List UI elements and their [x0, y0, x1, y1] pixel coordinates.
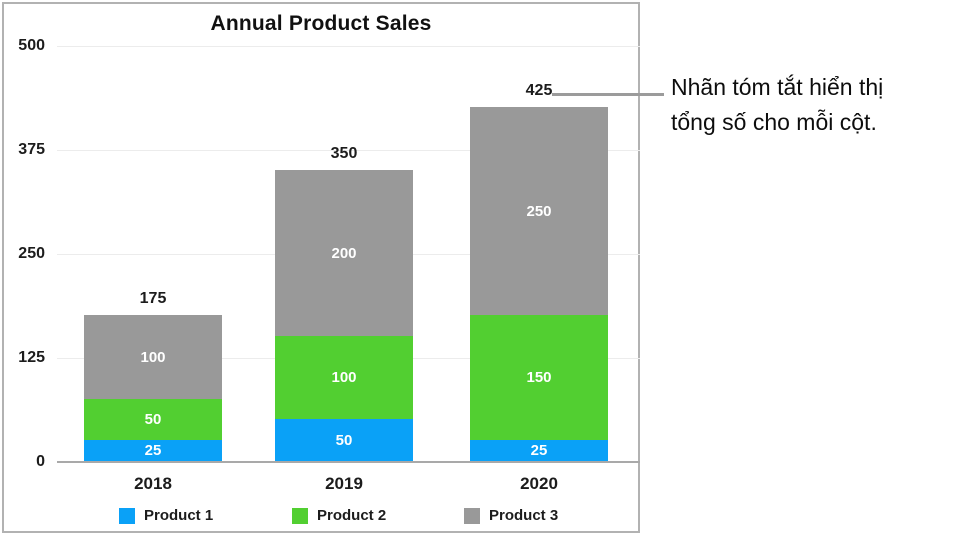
chart-panel: Annual Product Sales 0 125 250 375 500 25 50 1… [2, 2, 640, 533]
legend-label: Product 3 [489, 507, 559, 524]
y-tick-label-0: 0 [36, 453, 45, 470]
bar-segment-2019-product-1[interactable]: 50 [275, 419, 413, 461]
y-tick-label-500: 500 [18, 37, 45, 54]
bar-segment-2020-product-2[interactable]: 150 [470, 315, 608, 441]
x-axis-label-2020: 2020 [520, 474, 558, 493]
bar-2018[interactable]: 25 50 100 [84, 315, 222, 461]
y-tick-label-375: 375 [18, 141, 45, 158]
segment-value-label: 25 [530, 442, 548, 460]
x-axis-label-2018: 2018 [134, 474, 172, 493]
bar-segment-2020-product-1[interactable]: 25 [470, 440, 608, 461]
bar-segment-2018-product-2[interactable]: 50 [84, 398, 222, 441]
plot-area: 25 50 100 175 50 100 200 350 25 150 250 425 [57, 46, 640, 463]
legend-label: Product 1 [144, 507, 214, 524]
segment-value-label: 150 [526, 369, 552, 387]
bar-2019[interactable]: 50 100 200 [275, 169, 413, 461]
legend-swatch-product-1-icon [119, 507, 135, 524]
bar-total-label-2018: 175 [139, 290, 167, 308]
segment-value-label: 50 [144, 410, 162, 428]
y-axis: 0 125 250 375 500 [4, 4, 48, 531]
annotation-text: Nhãn tóm tắt hiển thị tổng số cho mỗi cột… [671, 70, 961, 140]
legend-swatch-product-2-icon [292, 507, 308, 524]
bar-segment-2018-product-1[interactable]: 25 [84, 440, 222, 461]
x-axis-label-2019: 2019 [325, 474, 363, 493]
bar-segment-2019-product-2[interactable]: 100 [275, 336, 413, 420]
bar-segment-2019-product-3[interactable]: 200 [275, 169, 413, 337]
chart-title: Annual Product Sales [210, 12, 432, 35]
legend-item-product-3[interactable]: Product 3 [464, 507, 558, 524]
legend-item-product-2[interactable]: Product 2 [292, 507, 386, 524]
gridline-y-375 [57, 150, 640, 151]
annotation-line: Nhãn tóm tắt hiển thị [671, 74, 884, 100]
bar-2020[interactable]: 25 150 250 [470, 107, 608, 461]
legend-item-product-1[interactable]: Product 1 [119, 507, 213, 524]
gridline-y-500 [57, 46, 640, 47]
legend-label: Product 2 [317, 507, 387, 524]
segment-value-label: 100 [331, 369, 357, 387]
legend-swatch-product-3-icon [464, 507, 480, 524]
bar-segment-2018-product-3[interactable]: 100 [84, 315, 222, 399]
segment-value-label: 25 [144, 442, 162, 460]
callout-line [552, 93, 664, 96]
segment-value-label: 250 [526, 202, 552, 220]
y-tick-label-125: 125 [18, 349, 45, 366]
y-tick-label-250: 250 [18, 245, 45, 262]
annotation-line: tổng số cho mỗi cột. [671, 109, 877, 135]
bar-total-label-2019: 350 [330, 144, 358, 162]
bar-segment-2020-product-3[interactable]: 250 [470, 107, 608, 316]
segment-value-label: 200 [331, 244, 357, 262]
bar-total-label-2020: 425 [525, 82, 553, 100]
segment-value-label: 50 [335, 431, 353, 449]
segment-value-label: 100 [140, 348, 166, 366]
